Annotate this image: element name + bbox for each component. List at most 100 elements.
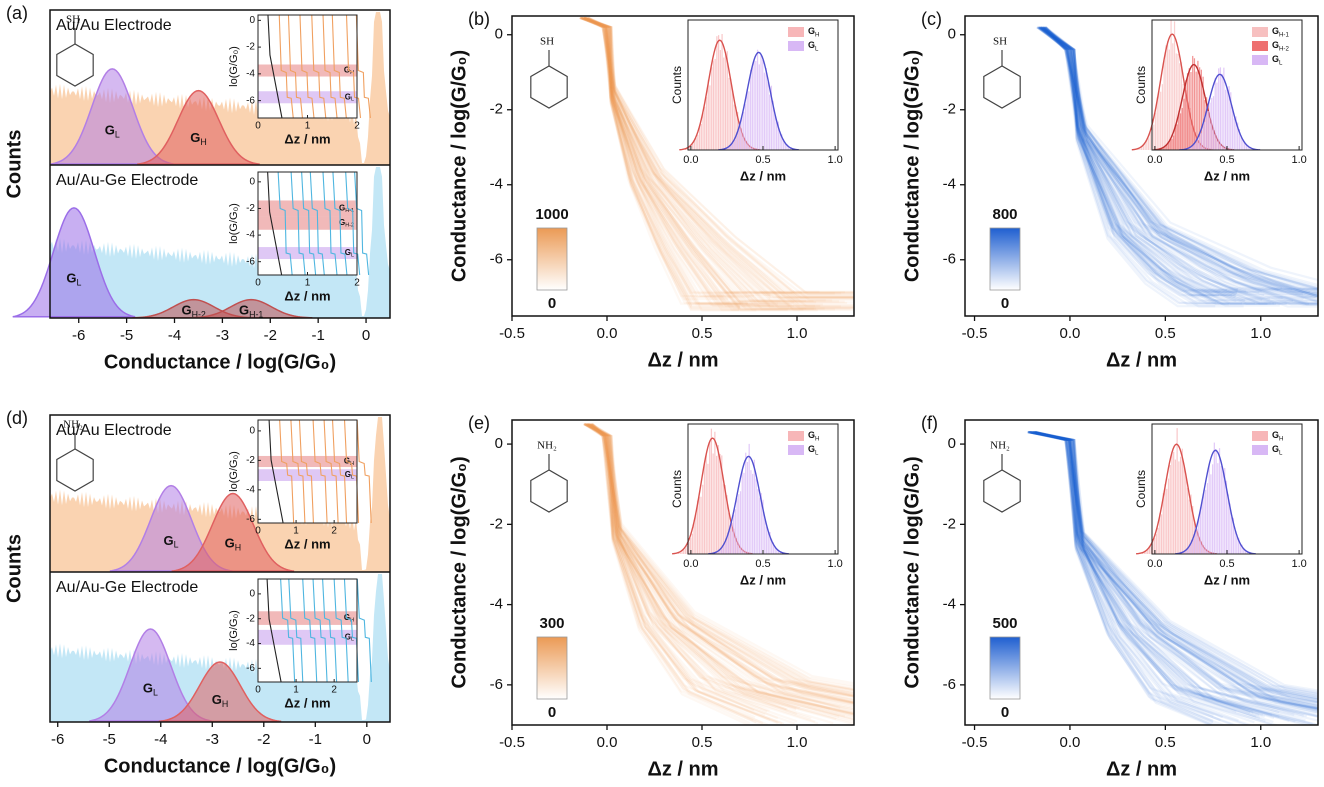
inset-trace [323,419,339,524]
density-trace [587,423,854,697]
density-trace [1045,26,1318,294]
density-trace [584,16,835,295]
density-trace [1032,430,1318,706]
ring [530,469,568,513]
density-trace [582,16,854,310]
inset-trace [322,578,338,683]
inset-x-label: Δz / nm [740,572,786,587]
density-trace [589,423,795,725]
density-trace [580,16,854,300]
inset-trace [267,171,283,276]
density-trace [579,16,774,307]
density-trace [583,16,814,303]
density-trace [583,423,854,697]
density-trace [585,16,748,295]
inset-trace [355,14,371,119]
density-trace [1040,26,1318,296]
density-trace [583,423,785,725]
density-trace [586,423,854,693]
panel-label: (a) [6,3,28,23]
density-trace [590,423,854,705]
density-trace [1031,430,1239,725]
y-axis-label: Conductance / log(G/G₀) [448,456,470,688]
y-axis-label: Conductance / log(G/G₀) [901,456,923,688]
x-tick-label: -6 [72,327,85,344]
density-trace [1030,430,1318,701]
inset-x-tick-label: 1.0 [827,154,842,166]
density-trace [1041,26,1316,299]
density-trace [1033,430,1318,709]
density-trace [584,423,764,724]
density-trace [1041,26,1318,296]
inset-x-tick-label: 0.0 [683,558,698,570]
density-trace [1039,26,1242,305]
density-trace [579,16,854,307]
density-trace [585,16,820,293]
density-trace [1042,26,1247,293]
density-trace [585,423,854,725]
density-trace [590,423,854,698]
colorbar-max: 1000 [535,206,568,223]
peak-label: GL [1272,54,1283,66]
density-trace [583,423,778,724]
density-trace [1028,430,1318,711]
density-trace [1044,26,1238,294]
inset-trace [345,171,361,276]
legend-swatch [1252,41,1268,51]
x-tick-label: -4 [154,731,167,748]
density-trace [1027,430,1318,707]
density-trace [1034,430,1254,725]
x-tick-label: -1 [311,327,324,344]
density-trace [587,423,779,720]
density-trace [583,16,854,297]
legend-swatch [788,41,804,51]
colorbar-min: 0 [1001,295,1009,312]
panel-label: (f) [921,413,938,433]
fit-curve [718,51,800,151]
density-trace [1031,430,1318,700]
density-trace [1040,26,1318,305]
ring [983,469,1021,513]
inset-trace [309,171,325,276]
density-trace [579,16,778,305]
density-trace [590,423,854,720]
inset-x-label: Δz / nm [284,536,330,551]
inset-x-tick-label: 1 [293,526,299,537]
density-trace [1042,26,1318,298]
inset-trace [266,578,282,683]
y-tick-label: 0 [495,435,503,452]
density-trace [587,423,854,692]
density-trace [587,423,854,701]
density-trace [579,16,781,303]
density-trace [1039,26,1318,297]
inset-bars [724,49,793,151]
density-trace [1040,26,1318,290]
x-tick-label: -0.5 [499,734,525,751]
inset-x-tick-label: 2 [354,121,360,132]
row-title: Au/Au-Ge Electrode [56,172,198,189]
density-trace [1034,430,1318,701]
peak-label: GH [212,692,229,709]
density-trace [583,16,741,306]
inset-y-label: Counts [670,66,684,104]
inset-trace [356,419,372,524]
band [258,64,357,77]
density-trace [1039,26,1318,287]
density-trace [1039,26,1237,297]
density-trace [583,16,854,299]
density-trace [1033,430,1318,718]
density-trace [586,423,854,716]
inset-trace [268,419,284,524]
density-trace [1028,430,1318,718]
peak-label: GH [808,430,819,442]
density-trace [1032,430,1318,722]
density-trace [579,16,741,305]
colorbar-max: 500 [992,615,1017,632]
density-trace [1038,26,1318,290]
x-tick-label: -3 [206,731,219,748]
peak [50,68,174,165]
density-trace [580,16,840,303]
density-trace [1040,26,1318,305]
x-tick-label: 0.5 [1155,325,1176,342]
density-trace [588,423,854,691]
